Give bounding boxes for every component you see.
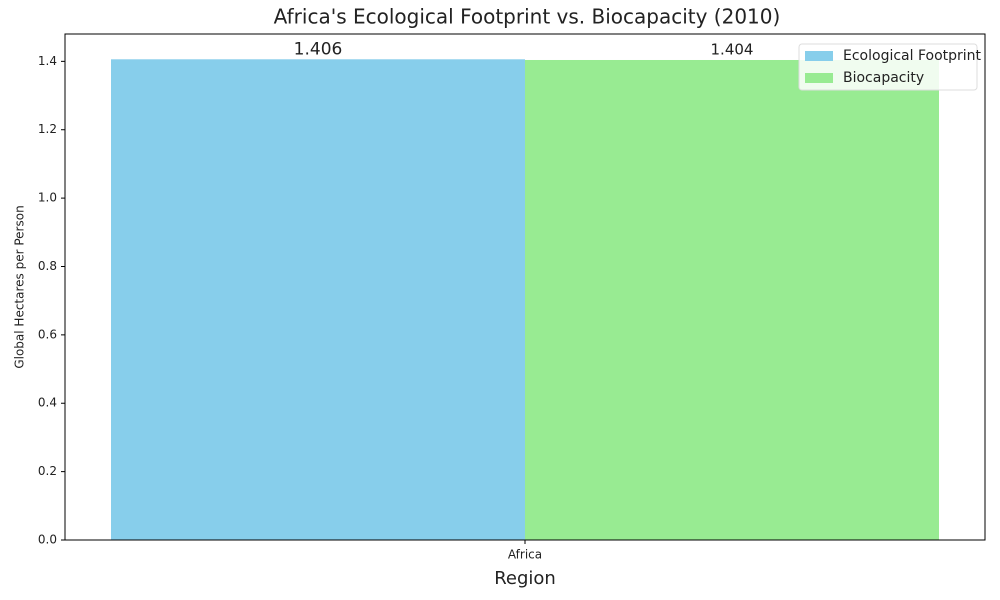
y-tick-label: 0.2 [38,464,57,478]
legend-label: Ecological Footprint [843,48,982,64]
y-tick-label: 0.0 [38,533,57,547]
plot-frame [64,33,986,541]
x-tick-label: Africa [508,548,542,562]
legend-swatch [805,73,833,83]
y-tick-label: 0.4 [38,396,57,410]
y-tick-label: 1.0 [38,191,57,205]
y-tick-label: 1.4 [38,54,57,68]
y-tick-label: 0.8 [38,259,57,273]
legend-box [798,43,978,91]
y-tick-label: 0.6 [38,327,57,341]
legend-swatch [805,51,833,61]
y-tick-label: 1.2 [38,122,57,136]
legend-label: Biocapacity [843,70,924,86]
value-label: 1.404 [711,40,754,58]
x-axis-label: Region [494,568,556,589]
value-label: 1.406 [294,39,343,59]
y-axis-label: Global Hectares per Person [13,205,27,368]
chart-title: Africa's Ecological Footprint vs. Biocap… [274,5,781,29]
bar [111,59,525,541]
bar [525,59,939,540]
